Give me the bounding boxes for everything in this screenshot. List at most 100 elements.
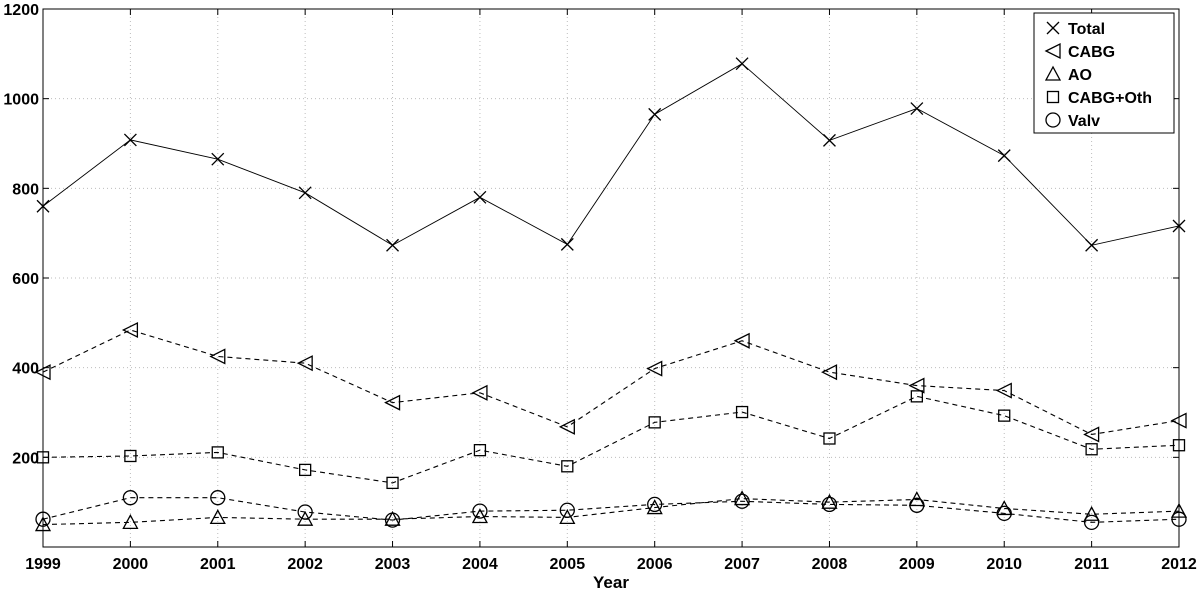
data-point-ao <box>733 490 751 506</box>
legend-label-valv: Valv <box>1068 113 1100 130</box>
data-point-cabg <box>995 382 1012 399</box>
legend: Total CABG AO CABG+Oth Valv <box>1033 12 1175 134</box>
y-tick-label: 800 <box>12 181 39 198</box>
legend-marker-ao <box>1044 65 1062 81</box>
data-point-valv <box>384 512 401 528</box>
data-point-total <box>298 186 312 200</box>
x-tick-label: 2006 <box>637 556 673 573</box>
data-point-total <box>123 133 137 147</box>
data-point-total <box>1085 238 1099 252</box>
legend-marker-cabg-oth <box>1046 90 1060 104</box>
y-tick-label: 600 <box>12 271 39 288</box>
data-point-cabg-oth <box>561 460 574 473</box>
series-line-cabg <box>42 329 1180 436</box>
data-point-total <box>997 149 1011 163</box>
y-tick-label: 1000 <box>3 92 39 109</box>
data-point-cabg-oth <box>910 390 923 403</box>
y-tick-label: 200 <box>12 450 39 467</box>
data-point-valv <box>1171 511 1187 527</box>
x-tick-label: 2001 <box>200 556 236 573</box>
data-point-cabg-oth <box>124 449 137 463</box>
data-point-cabg <box>733 332 750 349</box>
data-point-cabg-oth <box>36 451 50 464</box>
data-point-valv <box>734 493 750 509</box>
data-point-ao <box>122 513 139 529</box>
data-point-cabg-oth <box>1172 439 1186 452</box>
data-point-cabg-oth <box>648 416 661 429</box>
data-point-total <box>560 237 574 251</box>
x-tick-label: 2011 <box>1074 556 1109 573</box>
data-point-ao <box>34 516 52 532</box>
data-point-ao <box>1083 505 1100 521</box>
data-point-total <box>735 57 749 71</box>
x-axis-title: Year <box>593 573 629 592</box>
data-point-cabg <box>384 394 401 411</box>
data-point-cabg-oth <box>735 405 749 419</box>
series-line-ao <box>42 498 1180 526</box>
x-tick-label: 2003 <box>375 556 411 573</box>
data-point-ao <box>646 499 663 515</box>
data-point-cabg <box>646 360 663 377</box>
data-point-valv <box>210 490 226 506</box>
data-point-valv <box>35 511 51 527</box>
data-point-valv <box>821 496 838 513</box>
data-point-total <box>910 102 924 115</box>
x-tick-label: 2009 <box>899 556 935 573</box>
grid-lines <box>42 8 1180 547</box>
x-tick-label: 2000 <box>113 556 149 573</box>
data-point-cabg <box>121 321 139 339</box>
data-point-cabg-oth <box>823 432 836 445</box>
legend-marker-cabg <box>1044 42 1061 60</box>
data-point-total <box>211 152 225 166</box>
data-point-valv <box>1083 514 1100 530</box>
y-tick-label: 1200 <box>3 2 39 19</box>
legend-marker-valv <box>1045 112 1061 128</box>
x-tick-label: 2007 <box>724 556 760 573</box>
series-cabg <box>34 321 1187 443</box>
data-point-valv <box>122 490 139 506</box>
data-point-cabg <box>908 377 925 394</box>
data-point-total <box>648 107 662 121</box>
data-point-cabg <box>558 418 575 435</box>
data-point-cabg <box>34 364 51 381</box>
data-point-valv <box>559 502 575 518</box>
data-point-total <box>1172 219 1186 233</box>
data-point-valv <box>647 496 663 513</box>
data-point-cabg-oth <box>1085 443 1098 456</box>
data-point-total <box>36 199 50 213</box>
data-point-cabg <box>209 348 226 365</box>
data-point-valv <box>996 505 1012 522</box>
legend-label-ao: AO <box>1068 67 1092 84</box>
x-tick-label: 2004 <box>462 556 498 573</box>
data-point-cabg-oth <box>386 476 399 490</box>
axes: 1999 2000 2001 2002 2003 2004 2005 2006 2007 2008… <box>3 2 1196 573</box>
legend-label-total: Total <box>1068 21 1105 38</box>
legend-label-cabg: CABG <box>1068 44 1115 61</box>
data-point-cabg <box>471 384 488 401</box>
data-point-ao <box>821 493 838 509</box>
series-line-cabg-oth <box>42 395 1180 484</box>
data-point-total <box>473 190 487 204</box>
series-cabg-oth <box>36 390 1186 490</box>
series-layer <box>34 57 1188 532</box>
data-point-total <box>386 238 399 252</box>
x-tick-label: 2005 <box>550 556 586 573</box>
legend-item-ao: AO <box>1044 65 1092 84</box>
series-line-valv <box>42 497 1180 523</box>
data-point-ao <box>209 509 226 525</box>
legend-item-valv: Valv <box>1045 112 1100 130</box>
series-line-total <box>42 63 1180 246</box>
data-point-cabg <box>296 355 313 372</box>
data-point-cabg <box>821 364 838 381</box>
legend-item-total: Total <box>1046 21 1105 38</box>
x-tick-label: 2008 <box>812 556 848 573</box>
x-tick-label: 1999 <box>25 556 61 573</box>
data-point-cabg <box>1083 426 1100 443</box>
y-tick-label: 400 <box>12 361 39 378</box>
series-total <box>36 57 1186 252</box>
data-point-ao <box>384 510 401 526</box>
series-valv <box>35 490 1187 530</box>
series-ao <box>34 490 1188 532</box>
data-point-valv <box>472 503 488 519</box>
